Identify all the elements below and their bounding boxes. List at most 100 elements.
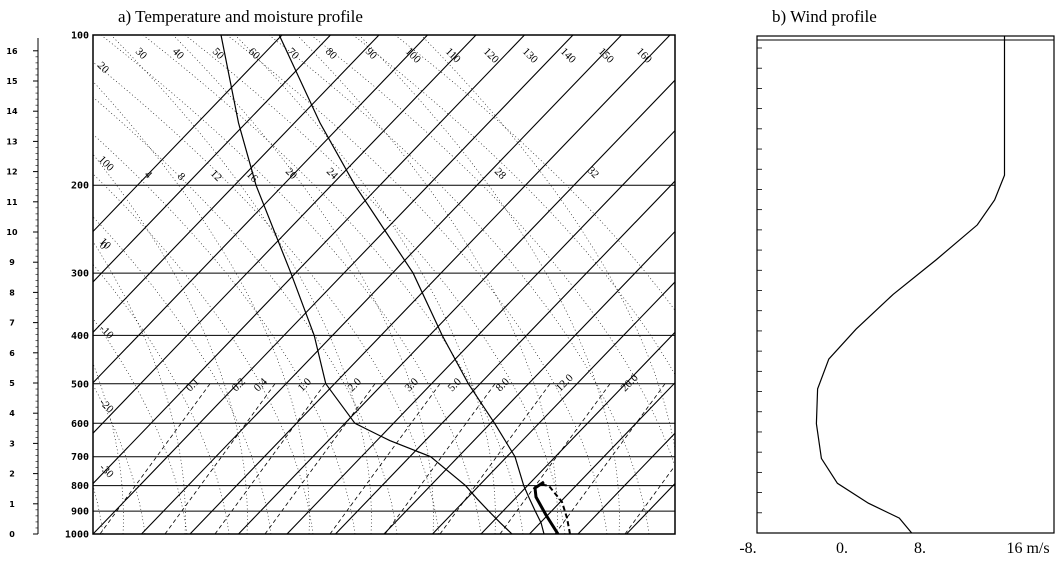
parcel-path — [533, 480, 560, 534]
upper-label: 16 — [244, 169, 261, 186]
isotherm — [724, 35, 1057, 534]
height-tick-label: 16 — [6, 47, 18, 56]
mixing-ratio-line — [329, 383, 441, 534]
pressure-tick-label: 300 — [71, 269, 89, 280]
isotherm — [93, 35, 574, 534]
mixing-ratio-line — [384, 383, 496, 534]
panel-b-frame — [756, 35, 1055, 534]
dry-adiabat — [310, 35, 675, 468]
moist-adiabat — [172, 35, 434, 534]
moist-adiabat — [93, 362, 124, 534]
height-tick-label: 12 — [6, 168, 17, 177]
upper-label: 24 — [324, 166, 341, 183]
isotherm — [93, 35, 428, 384]
dry-adiabat — [93, 61, 440, 534]
isotherm-label: 60 — [246, 46, 263, 63]
height-tick-label: 8 — [9, 288, 15, 297]
isotherm — [577, 432, 675, 534]
isotherm — [674, 533, 675, 534]
pressure-tick-label: 900 — [71, 507, 89, 518]
isotherm-label: 140 — [558, 46, 579, 67]
side-label: -30 — [97, 462, 116, 481]
isotherm — [480, 331, 675, 534]
dry-adiabat — [93, 216, 272, 534]
mixing-ratio-label: 3.0 — [403, 376, 422, 395]
height-tick-label: 3 — [9, 439, 15, 448]
mixing-ratio-label: 5.0 — [446, 376, 465, 395]
isotherm-label: 150 — [596, 46, 617, 67]
isotherm-label: 120 — [481, 46, 502, 67]
mixing-ratio-line — [214, 383, 326, 534]
isotherm — [93, 35, 525, 485]
dry-adiabat — [100, 35, 482, 534]
dewpoint-profile — [220, 35, 513, 534]
pressure-tick-label: 700 — [71, 452, 89, 463]
height-tick-label: 4 — [9, 409, 15, 418]
height-tick-label: 0 — [9, 530, 15, 539]
mixing-ratio-label: 0.1 — [184, 376, 202, 394]
dry-adiabat — [226, 35, 608, 534]
height-tick-label: 5 — [9, 379, 15, 388]
isotherm-label: 30 — [133, 46, 150, 63]
isotherm-label: 40 — [170, 46, 187, 63]
mixing-ratio-line — [99, 383, 211, 534]
height-tick-label: 1 — [9, 500, 15, 509]
temperature-profile — [278, 35, 545, 534]
mixing-ratio-label: 12.0 — [554, 372, 576, 394]
height-tick-label: 9 — [9, 258, 15, 267]
pressure-tick-label: 500 — [71, 379, 89, 390]
isotherm-label: 160 — [634, 46, 655, 67]
dry-adiabat — [93, 133, 356, 534]
isotherm-label: 70 — [285, 46, 302, 63]
mixing-ratio-label: 20.0 — [619, 372, 641, 394]
dry-adiabat — [93, 173, 314, 534]
dry-adiabat — [184, 35, 566, 534]
isotherm — [141, 35, 622, 534]
moist-adiabat — [296, 35, 558, 534]
isotherm-label: 90 — [363, 46, 380, 63]
upper-label: 100 — [96, 154, 117, 175]
height-tick-label: 11 — [6, 198, 18, 207]
isotherm — [189, 35, 671, 534]
mixing-ratio-label: 1.0 — [296, 376, 315, 395]
mixing-ratio-line — [554, 383, 666, 534]
dry-adiabat — [394, 35, 675, 311]
mixing-ratio-line — [624, 465, 675, 534]
wind-x-tick-label: 16 m/s — [1006, 540, 1049, 557]
isotherm — [93, 35, 283, 233]
pressure-tick-label: 800 — [71, 481, 89, 492]
skewt-grid — [93, 35, 1057, 534]
height-tick-label: 10 — [6, 228, 18, 237]
upper-label: 28 — [492, 166, 509, 183]
isotherm — [93, 35, 331, 283]
pressure-tick-label: 400 — [71, 331, 89, 342]
isotherm — [626, 482, 675, 534]
dry-adiabat — [93, 96, 398, 534]
height-tick-label: 13 — [6, 137, 17, 146]
upper-label: 12 — [208, 168, 224, 184]
panel-a-frame — [92, 34, 676, 535]
height-tick-label: 14 — [6, 107, 18, 116]
height-tick-label: 15 — [6, 77, 18, 86]
moist-adiabat — [358, 35, 620, 534]
mixing-ratio-label: 8.0 — [494, 376, 513, 395]
isotherm — [238, 79, 675, 534]
pressure-axis: 100 200 300 400 500 600 700 800 900 1000 — [65, 31, 89, 541]
upper-label: 32 — [585, 165, 601, 181]
mixing-ratio-line — [439, 383, 551, 534]
pressure-tick-label: 600 — [71, 419, 89, 430]
side-label: -20 — [97, 397, 116, 416]
isotherm-label: 100 — [403, 46, 424, 67]
skewt-profiles — [220, 35, 571, 534]
dry-adiabat — [268, 35, 650, 534]
isotherm-label: 110 — [443, 46, 463, 66]
wind-profile — [815, 36, 1006, 533]
wind-x-axis: -8. 0. 8. 16 m/s — [739, 540, 1049, 557]
height-tick-label: 2 — [9, 470, 15, 479]
isotherm — [529, 381, 675, 534]
isotherm — [335, 180, 675, 534]
height-tick-label: 7 — [9, 319, 15, 328]
